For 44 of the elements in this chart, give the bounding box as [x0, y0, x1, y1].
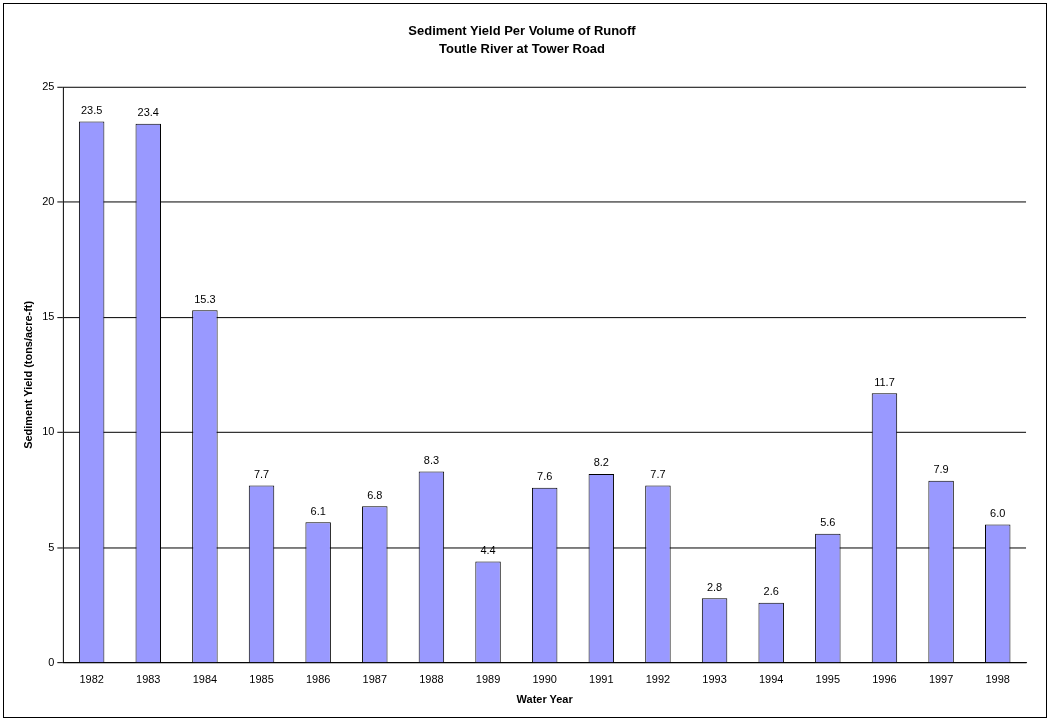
- x-tick-label: 1987: [362, 673, 387, 686]
- chart-title: Sediment Yield Per Volume of Runoff: [408, 23, 637, 39]
- data-label: 7.6: [537, 470, 553, 483]
- x-tick-label: 1986: [305, 673, 331, 686]
- data-label: 7.9: [933, 463, 949, 476]
- data-label: 6.8: [367, 488, 383, 501]
- y-tick-label: 25: [42, 79, 55, 92]
- x-tick-label: 1997: [928, 673, 954, 686]
- x-tick-label: 1984: [192, 673, 218, 686]
- y-axis-title: Sediment Yield (tons/acre-ft): [21, 300, 34, 449]
- x-axis-title: Water Year: [516, 693, 574, 706]
- x-tick-label: 1983: [136, 673, 161, 686]
- data-label: 7.7: [650, 467, 666, 480]
- x-tick-label: 1991: [589, 673, 614, 686]
- x-tick-label: 1988: [419, 673, 444, 686]
- chart-subtitle: Toutle River at Tower Road: [439, 40, 606, 56]
- x-tick-label: 1998: [985, 673, 1010, 686]
- y-tick-label: 5: [48, 540, 55, 553]
- x-tick-label: 1993: [702, 673, 727, 686]
- data-label: 4.4: [480, 543, 496, 556]
- x-tick-label: 1990: [532, 673, 557, 686]
- y-tick-label: 15: [42, 310, 55, 323]
- y-tick-label: 20: [42, 195, 55, 208]
- y-tick-label: 0: [48, 655, 55, 668]
- data-label: 2.8: [706, 580, 723, 593]
- data-label: 6.0: [990, 507, 1006, 520]
- data-label: 15.3: [194, 292, 216, 305]
- data-label: 8.3: [423, 454, 440, 467]
- x-tick-label: 1985: [249, 673, 274, 686]
- x-tick-label: 1994: [758, 673, 784, 686]
- data-label: 11.7: [874, 375, 895, 388]
- x-tick-label: 1995: [815, 673, 841, 686]
- x-tick-label: 1992: [645, 673, 671, 686]
- data-label: 6.1: [310, 504, 326, 517]
- data-label: 5.6: [820, 516, 836, 529]
- y-tick-label: 10: [42, 425, 55, 438]
- data-label: 8.2: [593, 456, 609, 469]
- data-label: 23.5: [80, 104, 103, 117]
- x-tick-label: 1989: [475, 673, 501, 686]
- data-label: 2.6: [763, 585, 779, 598]
- data-label: 23.4: [137, 106, 159, 119]
- data-label: 7.7: [253, 467, 270, 480]
- x-tick-label: 1982: [79, 673, 104, 686]
- x-tick-label: 1996: [872, 673, 897, 686]
